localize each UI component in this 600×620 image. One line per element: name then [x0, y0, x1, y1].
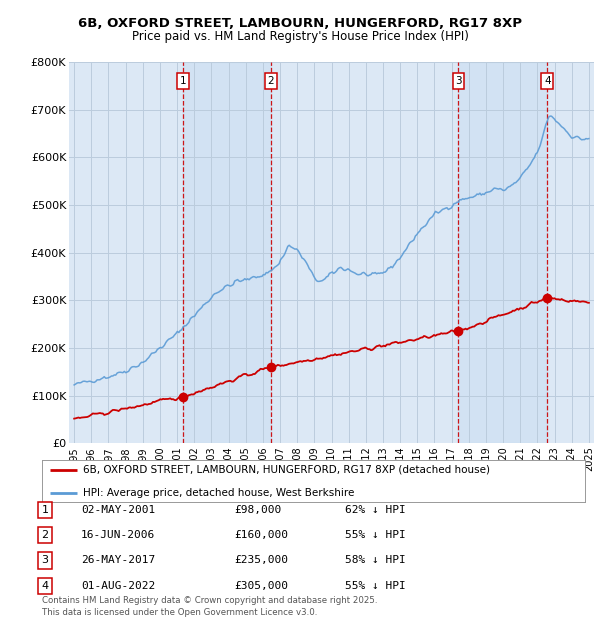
Text: 2: 2: [268, 76, 274, 86]
Text: 6B, OXFORD STREET, LAMBOURN, HUNGERFORD, RG17 8XP: 6B, OXFORD STREET, LAMBOURN, HUNGERFORD,…: [78, 17, 522, 30]
Text: 02-MAY-2001: 02-MAY-2001: [81, 505, 155, 515]
Text: 6B, OXFORD STREET, LAMBOURN, HUNGERFORD, RG17 8XP (detached house): 6B, OXFORD STREET, LAMBOURN, HUNGERFORD,…: [83, 465, 490, 475]
Text: £305,000: £305,000: [234, 581, 288, 591]
Text: Price paid vs. HM Land Registry's House Price Index (HPI): Price paid vs. HM Land Registry's House …: [131, 30, 469, 43]
Text: 3: 3: [455, 76, 462, 86]
Text: 4: 4: [544, 76, 551, 86]
Text: 26-MAY-2017: 26-MAY-2017: [81, 556, 155, 565]
Text: 3: 3: [41, 556, 49, 565]
Text: 62% ↓ HPI: 62% ↓ HPI: [345, 505, 406, 515]
Text: 1: 1: [179, 76, 186, 86]
Text: 58% ↓ HPI: 58% ↓ HPI: [345, 556, 406, 565]
Text: 01-AUG-2022: 01-AUG-2022: [81, 581, 155, 591]
Bar: [458, 62, 547, 443]
Text: 2: 2: [41, 530, 49, 540]
Text: £160,000: £160,000: [234, 530, 288, 540]
Text: 55% ↓ HPI: 55% ↓ HPI: [345, 530, 406, 540]
Text: 55% ↓ HPI: 55% ↓ HPI: [345, 581, 406, 591]
Text: HPI: Average price, detached house, West Berkshire: HPI: Average price, detached house, West…: [83, 487, 354, 497]
Text: 1: 1: [41, 505, 49, 515]
Text: 4: 4: [41, 581, 49, 591]
Text: £98,000: £98,000: [234, 505, 281, 515]
Bar: [183, 62, 271, 443]
Text: 16-JUN-2006: 16-JUN-2006: [81, 530, 155, 540]
Text: £235,000: £235,000: [234, 556, 288, 565]
Text: Contains HM Land Registry data © Crown copyright and database right 2025.
This d: Contains HM Land Registry data © Crown c…: [42, 596, 377, 617]
